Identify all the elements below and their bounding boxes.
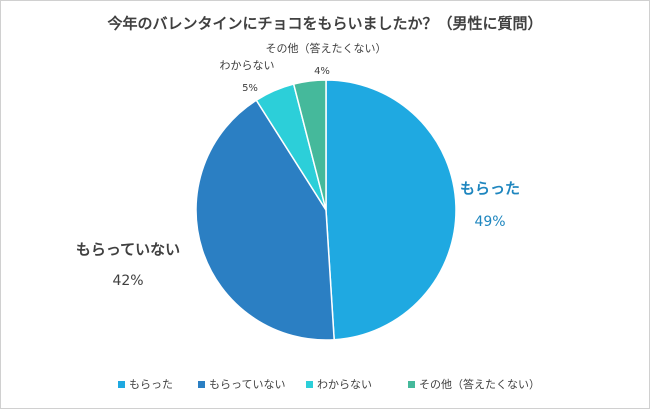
legend-label: もらった: [129, 378, 173, 391]
pie-slice: [195, 99, 335, 341]
data-label-value: 42%: [112, 273, 143, 289]
data-label-name: わからない: [220, 59, 275, 72]
chart-title: 今年のバレンタインにチョコをもらいましたか？（男性に質問）: [106, 15, 542, 33]
pie-slice: [325, 79, 457, 341]
data-label-name: その他（答えたくない）: [266, 41, 387, 55]
data-label-value: 4%: [314, 66, 330, 77]
legend-swatch: [198, 381, 205, 388]
data-label-value: 49%: [474, 214, 505, 230]
pie-slice: [292, 79, 327, 211]
legend-label: もらっていない: [209, 378, 285, 391]
legend-swatch: [118, 381, 125, 388]
legend-swatch: [408, 381, 415, 388]
legend-label: その他（答えたくない）: [419, 377, 540, 391]
data-label-value: 5%: [242, 83, 258, 94]
data-label-name: もらった: [460, 180, 520, 198]
legend-swatch: [306, 381, 313, 388]
legend-label: わからない: [317, 378, 372, 391]
data-label-name: もらっていない: [76, 241, 180, 259]
